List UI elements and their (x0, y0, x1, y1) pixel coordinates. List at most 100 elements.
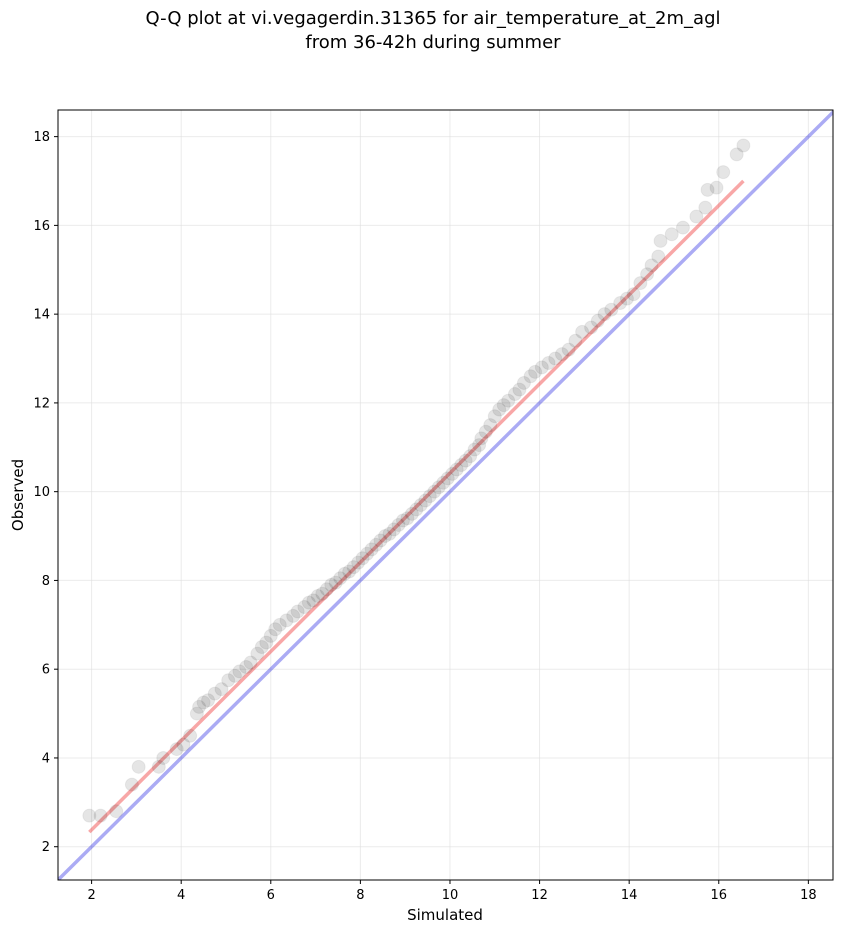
data-point (487, 409, 502, 424)
data-point (259, 635, 274, 650)
y-tick-label: 14 (33, 308, 50, 323)
data-point (319, 582, 334, 597)
data-point (501, 393, 516, 408)
data-point (561, 342, 576, 357)
data-point (440, 471, 455, 486)
data-point (633, 276, 648, 291)
data-point (183, 728, 198, 743)
data-point (590, 313, 605, 328)
data-point (597, 307, 612, 322)
data-point (675, 220, 690, 235)
data-point (523, 369, 538, 384)
data-point (418, 493, 433, 508)
data-point (700, 182, 715, 197)
data-point (207, 686, 222, 701)
data-point (351, 555, 366, 570)
data-point (698, 200, 713, 215)
data-point (584, 320, 599, 335)
data-point (369, 537, 384, 552)
data-point (644, 258, 659, 273)
data-point (568, 333, 583, 348)
data-point (651, 249, 666, 264)
fit-line (88, 179, 745, 834)
data-point (640, 267, 655, 282)
data-point (337, 566, 352, 581)
data-point (541, 355, 556, 370)
data-point (613, 296, 628, 311)
y-axis-ticks: 2 4 6 8 10 12 14 16 18 (33, 130, 58, 855)
identity-line (58, 110, 833, 880)
data-point (196, 695, 211, 710)
data-point (214, 682, 229, 697)
data-point (528, 364, 543, 379)
data-point (346, 560, 361, 575)
x-tick-label: 10 (442, 888, 459, 903)
data-point (189, 706, 204, 721)
data-point (391, 517, 406, 532)
data-point (409, 502, 424, 517)
y-tick-label: 16 (33, 219, 50, 234)
data-point (413, 497, 428, 512)
data-point (156, 750, 171, 765)
x-tick-label: 2 (87, 888, 95, 903)
data-point (192, 699, 207, 714)
data-point (458, 453, 473, 468)
plot-area (57, 109, 834, 881)
data-point (250, 646, 265, 661)
data-point (82, 808, 97, 823)
data-point (431, 480, 446, 495)
data-points (82, 138, 751, 823)
data-point (404, 506, 419, 521)
data-point (301, 595, 316, 610)
data-point (364, 542, 379, 557)
data-point (507, 387, 522, 402)
axes-frame (57, 109, 834, 881)
chart-title-line2: from 36-42h during summer (305, 32, 561, 53)
data-point (626, 287, 641, 302)
chart-title-line1: Q-Q plot at vi.vegagerdin.31365 for air_… (146, 8, 721, 29)
data-point (664, 227, 679, 242)
data-point (124, 777, 139, 792)
x-tick-label: 14 (621, 888, 638, 903)
y-tick-label: 2 (42, 840, 50, 855)
data-point (436, 475, 451, 490)
data-point (729, 147, 744, 162)
data-point (373, 533, 388, 548)
data-point (554, 347, 569, 362)
data-point (243, 655, 258, 670)
data-point (232, 664, 247, 679)
data-point (355, 551, 370, 566)
reference-lines (58, 110, 833, 880)
data-point (534, 360, 549, 375)
data-point (272, 617, 287, 632)
data-point (512, 382, 527, 397)
data-point (422, 489, 437, 504)
y-axis-label: Observed (9, 459, 27, 531)
data-point (131, 759, 146, 774)
data-point (286, 608, 301, 623)
data-point (653, 233, 668, 248)
data-point (263, 628, 278, 643)
x-axis-ticks: 2 4 6 8 10 12 14 16 18 (87, 880, 817, 903)
x-tick-label: 6 (267, 888, 275, 903)
data-point (395, 513, 410, 528)
data-point (342, 564, 357, 579)
data-point (483, 418, 498, 433)
data-point (93, 808, 108, 823)
data-point (709, 180, 724, 195)
x-tick-label: 16 (710, 888, 727, 903)
data-point (109, 804, 124, 819)
data-point (310, 588, 325, 603)
data-point (449, 462, 464, 477)
data-point (239, 659, 254, 674)
data-point (254, 640, 269, 655)
data-point (360, 546, 375, 561)
data-point (378, 529, 393, 544)
x-tick-label: 4 (177, 888, 185, 903)
data-point (400, 511, 415, 526)
data-point (315, 586, 330, 601)
data-point (324, 577, 339, 592)
data-point (328, 575, 343, 590)
data-point (201, 693, 216, 708)
y-tick-label: 12 (33, 396, 50, 411)
